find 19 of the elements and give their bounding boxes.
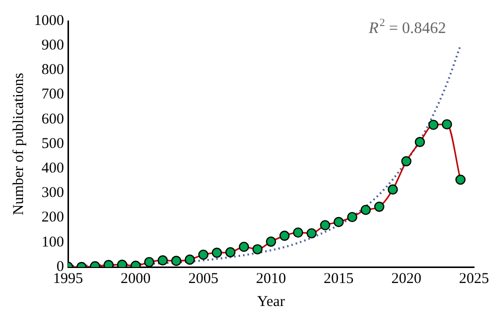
y-axis-title: Number of publications — [10, 72, 27, 216]
y-tick-label: 300 — [42, 185, 64, 202]
x-tick-label: 2025 — [459, 270, 489, 287]
y-tick-label: 700 — [42, 86, 64, 103]
y-tick-label: 900 — [42, 38, 64, 54]
x-axis-title: Year — [257, 294, 285, 310]
y-tick-label: 800 — [42, 62, 64, 78]
x-tick-label: 2005 — [188, 270, 218, 287]
y-tick-label: 200 — [42, 210, 64, 226]
x-tick-label: 2010 — [256, 270, 286, 287]
y-tick-label: 400 — [42, 160, 64, 177]
x-tick-label: 2015 — [324, 270, 354, 287]
x-tick-label: 2020 — [391, 270, 422, 287]
x-tick-label: 2000 — [120, 270, 151, 287]
y-tick-label: 600 — [42, 111, 64, 128]
y-tick-label: 1000 — [34, 12, 64, 29]
x-tick-label: 1995 — [53, 270, 83, 287]
y-tick-label: 500 — [42, 136, 64, 152]
y-tick-label: 100 — [42, 234, 64, 250]
